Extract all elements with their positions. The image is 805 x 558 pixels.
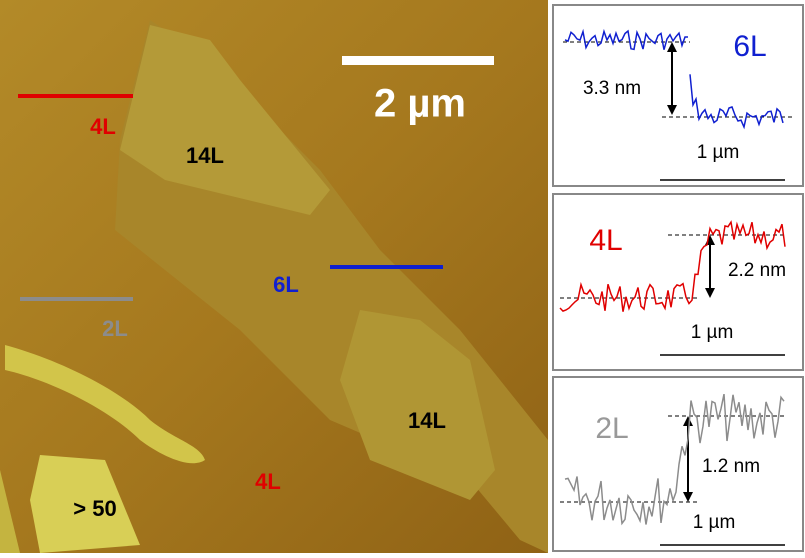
step-height: 1.2 nm <box>702 456 760 477</box>
layer-label: 2L <box>102 316 128 341</box>
profiles: 6L 3.3 nm 1 µm 4L 2.2 nm 1 µm 2L 1.2 nm … <box>553 5 803 551</box>
profile-scale: 1 µm <box>697 142 740 163</box>
layer-label: > 50 <box>73 496 116 521</box>
profile-scale: 1 µm <box>691 322 734 343</box>
profile-layer: 2L <box>595 412 628 445</box>
layer-label: 6L <box>273 272 299 297</box>
step-height: 3.3 nm <box>583 78 641 99</box>
layer-label: 14L <box>186 143 224 168</box>
profile-layer: 4L <box>589 224 622 257</box>
profile-layer: 6L <box>733 30 766 63</box>
layer-label: 4L <box>255 469 281 494</box>
scale-bar-label: 2 µm <box>374 82 466 126</box>
afm-image: 2 µm 4L 14L 6L 2L 14L 4L > 50 <box>0 0 548 553</box>
layer-label: 4L <box>90 114 116 139</box>
layer-label: 14L <box>408 408 446 433</box>
step-height: 2.2 nm <box>728 260 786 281</box>
figure: 2 µm 4L 14L 6L 2L 14L 4L > 50 6L 3.3 nm … <box>0 0 805 553</box>
profile-scale: 1 µm <box>693 512 736 533</box>
